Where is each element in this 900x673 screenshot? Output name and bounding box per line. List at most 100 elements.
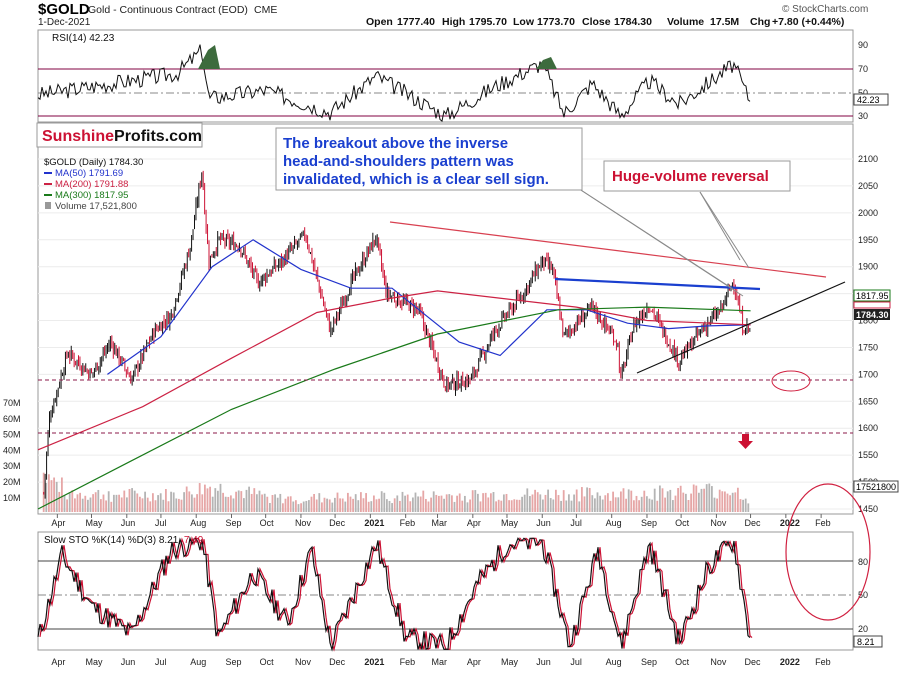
volume-bar [190, 494, 193, 512]
volume-bar [164, 489, 167, 512]
volume-bar [58, 491, 61, 512]
volume-bar [222, 492, 224, 512]
month-label: Jul [570, 518, 582, 528]
volume-bar [398, 500, 401, 512]
volume-bar [125, 497, 128, 512]
volume-bar [635, 495, 638, 512]
open-value: 1777.40 [397, 16, 435, 28]
volume-tick-label: 30M [3, 461, 21, 471]
volume-bar [185, 486, 188, 512]
price-tick-label: 1700 [858, 369, 878, 379]
volume-bar [287, 496, 289, 512]
price-tick-label: 1550 [858, 450, 878, 460]
month-label: Dec [745, 518, 762, 528]
volume-bar [424, 498, 427, 512]
volume-bar [162, 499, 165, 512]
breakout-annotation-box [275, 127, 583, 191]
volume-bar [297, 504, 300, 512]
volume-bar [81, 498, 84, 512]
volume-bar [242, 498, 245, 512]
volume-bar [445, 494, 448, 512]
volume-bar [50, 480, 53, 512]
volume-bar [157, 495, 159, 512]
volume-bar [375, 499, 378, 512]
volume-bar [723, 491, 726, 512]
volume-bar [648, 498, 651, 512]
volume-bar [430, 497, 432, 512]
volume-bar [427, 501, 430, 512]
month-label: Jun [121, 518, 136, 528]
month-label: May [501, 657, 519, 667]
volume-bar [315, 499, 318, 512]
rsi-label: RSI(14) 42.23 [52, 33, 115, 44]
volume-bar [159, 493, 162, 512]
volume-bar [323, 497, 326, 512]
volume-bar [622, 488, 625, 512]
volume-bar [435, 494, 438, 512]
volume-bar [346, 492, 349, 512]
volume-bar [744, 498, 747, 512]
volume-bar [227, 496, 230, 512]
volume-bar [99, 499, 102, 512]
month-label: Nov [710, 518, 727, 528]
volume-bar [591, 495, 594, 512]
volume-bar [196, 494, 198, 512]
volume-bar [133, 490, 136, 512]
volume-bar [422, 490, 425, 512]
volume-bar [583, 496, 586, 512]
volume-bar [687, 499, 690, 512]
neckline [554, 277, 761, 291]
volume-bar [406, 494, 409, 512]
volume-bar [484, 492, 487, 512]
volume-bar [466, 502, 469, 512]
volume-bar [97, 489, 100, 512]
volume-bar [305, 500, 308, 512]
close-label: Close [582, 16, 611, 28]
volume-bar [510, 500, 513, 512]
volume-bar [495, 501, 497, 512]
volume-bar [89, 497, 92, 512]
volume-bar [666, 491, 669, 512]
month-label: Apr [467, 657, 481, 667]
ma-line-ma200 [37, 290, 751, 451]
stoch-label: Slow STO %K(14) %D(3) 8.21, 7.49 [44, 535, 204, 546]
breakout-line-3: invalidated, which is a clear sell sign. [283, 171, 549, 188]
month-label: 2021 [364, 518, 384, 528]
month-label: Apr [51, 518, 65, 528]
price-tick-label: 1650 [858, 396, 878, 406]
volume-bar [128, 488, 131, 512]
volume-bar [219, 483, 222, 512]
volume-tag: 17521800 [856, 482, 896, 492]
month-label: Jul [155, 518, 167, 528]
volume-bar [250, 493, 253, 512]
volume-bar [739, 499, 742, 512]
volume-bar [419, 496, 422, 512]
target-ellipse [771, 370, 811, 392]
volume-bar [710, 486, 713, 512]
volume-bar [149, 501, 152, 512]
volume-bar [677, 488, 679, 512]
volume-bar [84, 495, 87, 512]
volume-bar [575, 489, 578, 512]
volume-bar [151, 493, 154, 512]
volume-bar [281, 503, 284, 512]
volume-bar [331, 502, 334, 512]
volume-bar [552, 499, 555, 512]
volume-tick-label: 60M [3, 414, 21, 424]
volume-bar [487, 497, 490, 512]
volume-bar [289, 496, 292, 512]
volume-bar [508, 500, 510, 512]
volume-bar [630, 490, 633, 512]
month-label: May [501, 518, 519, 528]
chg-value: +7.80 (+0.44%) [772, 16, 844, 28]
low-label: Low [513, 16, 535, 28]
volume-bar [378, 498, 380, 512]
open-label: Open [366, 16, 393, 28]
volume-bar [102, 494, 105, 512]
price-tick-label: 1600 [858, 423, 878, 433]
volume-bar [414, 492, 417, 512]
volume-bar [94, 492, 97, 512]
volume-bar [258, 490, 261, 512]
volume-bar [456, 495, 458, 512]
volume-bar [619, 491, 622, 512]
